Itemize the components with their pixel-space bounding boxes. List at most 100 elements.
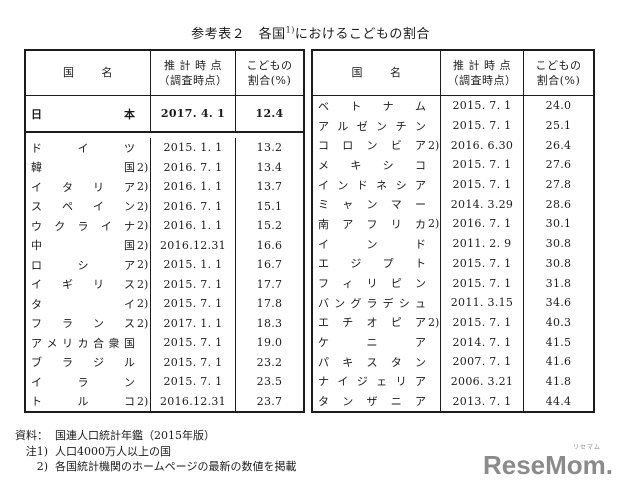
country-cell: アメリカ合衆国 xyxy=(26,333,150,353)
estimate-date-cell: 2015. 7. 1 xyxy=(440,155,523,175)
country-note-ref: 2) xyxy=(137,394,149,408)
table-row: エチオピア 2) 2015. 7. 1 40.3 xyxy=(313,312,593,333)
logo-text: ReseMom. xyxy=(482,450,613,480)
footer-line-label: 資料： xyxy=(15,429,48,442)
estimate-date-cell: 2016. 7. 1 xyxy=(150,157,235,177)
country-name: イラン xyxy=(31,375,135,389)
country-cell: パキスタン xyxy=(313,352,440,372)
country-name: タンザニア xyxy=(318,395,426,409)
estimate-date-cell: 2015. 7. 1 xyxy=(440,174,523,195)
footer-line-text: 人口4000万人以上の国 xyxy=(55,444,171,458)
table-row: イラン 2015. 7. 1 23.5 xyxy=(26,372,303,392)
country-name: メキシコ xyxy=(318,158,426,172)
country-name: ブラジル xyxy=(31,356,135,370)
country-cell: エチオピア 2) xyxy=(313,313,440,333)
children-ratio-cell: 13.2 xyxy=(235,138,303,158)
country-name: 中国 xyxy=(31,239,135,253)
children-ratio-header-line2: 割合(%) xyxy=(247,74,292,87)
table-row: インド 2011. 2. 9 30.8 xyxy=(313,233,593,254)
table-header-row: 国名 推 計 時 点 （調査時点） こどもの割合(%) xyxy=(26,51,303,96)
children-ratio-cell: 26.4 xyxy=(523,135,593,156)
estimate-date-cell: 2007. 7. 1 xyxy=(440,351,523,372)
page-title: 参考表２ 各国1)におけるこどもの割合 xyxy=(0,23,621,42)
logo-ruby: リセマム xyxy=(572,445,601,451)
country-note-ref: 2) xyxy=(428,217,440,231)
table-row: タンザニア 2013. 7. 1 44.4 xyxy=(313,391,593,411)
footer-line: 資料： 国連人口統計年鑑（2015年版） xyxy=(10,428,296,444)
children-ratio-table-left: 国名 推 計 時 点 （調査時点） こどもの 割合(%) 日本 2017. 4. 1 12.4… xyxy=(24,49,305,413)
country-note-ref: 2) xyxy=(137,277,149,291)
children-ratio-cell: 30.1 xyxy=(523,214,593,234)
estimate-date-cell: 2015. 7. 1 xyxy=(150,274,235,294)
country-note-ref: 2) xyxy=(137,238,149,252)
country-header-label: 国名 xyxy=(351,66,402,80)
table-row: フランス 2) 2017. 1. 1 18.3 xyxy=(26,313,303,334)
footer-notes: 資料： 国連人口統計年鑑（2015年版） 注1) 人口4000万人以上の国 2) 各国統計… xyxy=(10,428,296,475)
table-header-row: 国名 推 計 時 点 （調査時点） こどもの 割合(%) xyxy=(313,51,593,96)
estimate-date-cell: 2014. 7. 1 xyxy=(440,332,523,352)
country-name: 日本 xyxy=(31,107,135,121)
country-name: ナイジェリア xyxy=(318,375,426,389)
table-row: ウクライナ 2) 2016. 1. 1 15.2 xyxy=(26,216,303,236)
estimate-date-header-cell: 推 計 時 点 （調査時点） xyxy=(150,51,235,95)
country-cell: ブラジル xyxy=(26,353,150,373)
estimate-date-cell: 2013. 7. 1 xyxy=(440,391,523,411)
table-row: 南アフリカ 2) 2016. 7. 1 30.1 xyxy=(313,214,593,234)
country-cell: ウクライナ 2) xyxy=(26,216,150,236)
country-name: イギリス xyxy=(31,278,135,292)
table-row: アメリカ合衆国 2015. 7. 1 19.0 xyxy=(26,333,303,353)
estimate-date-header-line2: （調査時点） xyxy=(447,74,517,87)
table-row: イタリア 2) 2016. 1. 1 13.7 xyxy=(26,177,303,197)
country-cell: インドネシア xyxy=(313,175,440,195)
estimate-date-cell: 2015. 7. 1 xyxy=(150,352,235,372)
children-ratio-cell: 24.0 xyxy=(523,96,593,116)
children-ratio-cell: 23.2 xyxy=(235,352,303,372)
estimate-date-cell: 2016. 7. 1 xyxy=(440,214,523,234)
table-body: ベトナム 2015. 7. 1 24.0 アルゼンチン 2015. 7. 1 25.1 コロ… xyxy=(313,96,593,411)
country-cell: フランス 2) xyxy=(26,314,150,334)
children-ratio-cell: 31.8 xyxy=(523,273,593,293)
estimate-date-cell: 2011. 2. 9 xyxy=(440,233,523,254)
estimate-date-cell: 2015. 1. 1 xyxy=(150,255,235,275)
estimate-date-header-line1: 推 計 時 点 xyxy=(164,58,222,72)
country-name: フランス xyxy=(31,317,135,331)
table-row: ベトナム 2015. 7. 1 24.0 xyxy=(313,96,593,116)
title-note-ref: 1) xyxy=(285,25,295,35)
estimate-date-cell: 2015. 7. 1 xyxy=(150,333,235,353)
country-name: 南アフリカ xyxy=(318,217,426,231)
country-note-ref: 2) xyxy=(428,315,440,329)
children-ratio-header-line1: こどもの xyxy=(535,58,582,72)
estimate-date-cell: 2016. 1. 1 xyxy=(150,177,235,197)
children-ratio-cell: 30.8 xyxy=(523,233,593,254)
children-ratio-cell: 13.7 xyxy=(235,177,303,197)
estimate-date-cell: 2016.12.31 xyxy=(150,391,235,411)
estimate-date-cell: 2015. 7. 1 xyxy=(150,294,235,314)
table-row: ケニア 2014. 7. 1 41.5 xyxy=(313,332,593,352)
country-header-cell: 国名 xyxy=(313,51,440,95)
estimate-date-cell: 2014. 3.29 xyxy=(440,194,523,215)
country-note-ref: 2) xyxy=(137,180,149,194)
title-prefix: 参考表２ 各国 xyxy=(191,27,286,42)
estimate-date-cell: 2017. 4. 1 xyxy=(150,96,235,131)
children-ratio-header-line1: こどもの xyxy=(246,58,293,72)
children-ratio-cell: 41.8 xyxy=(523,371,593,392)
country-cell: エジプト xyxy=(313,254,440,274)
estimate-date-cell: 2011. 3.15 xyxy=(440,292,523,313)
country-note-ref: 2) xyxy=(137,199,149,213)
country-name: 韓国 xyxy=(31,161,135,175)
title-suffix: におけるこどもの割合 xyxy=(294,27,430,42)
table-row: ナイジェリア 2006. 3.21 41.8 xyxy=(313,371,593,392)
country-name: タイ xyxy=(31,297,135,311)
country-note-ref: 2) xyxy=(137,258,149,272)
estimate-date-cell: 2016. 6.30 xyxy=(440,135,523,156)
table-row: ブラジル 2015. 7. 1 23.2 xyxy=(26,352,303,373)
resemom-logo: リセマム ReseMom. xyxy=(483,445,613,478)
children-ratio-cell: 13.4 xyxy=(235,157,303,177)
children-ratio-cell: 41.6 xyxy=(523,351,593,372)
country-header-label: 国名 xyxy=(63,66,113,80)
country-name: エジプト xyxy=(318,257,426,271)
country-name: ウクライナ xyxy=(31,219,135,233)
table-row: ミャンマー 2014. 3.29 28.6 xyxy=(313,194,593,215)
country-name: アメリカ合衆国 xyxy=(31,336,135,350)
